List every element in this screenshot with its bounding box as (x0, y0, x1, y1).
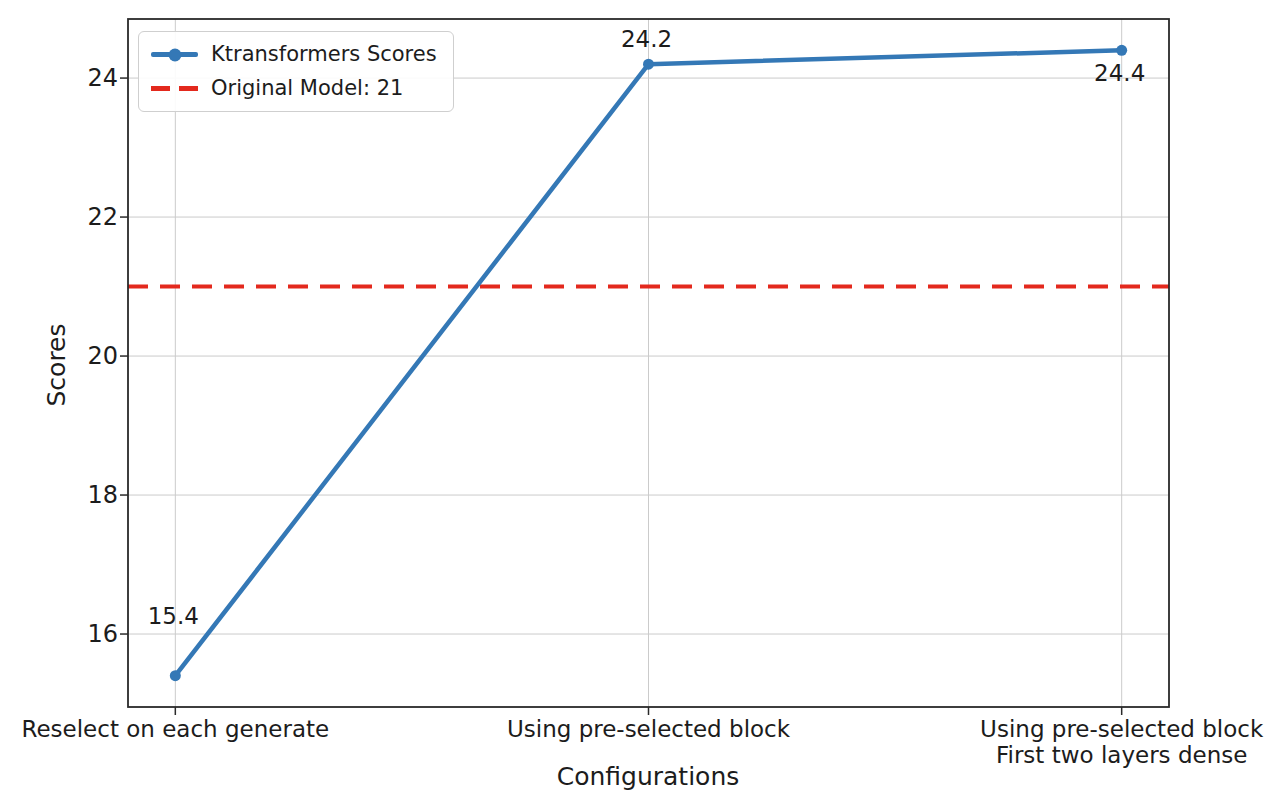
y-tick-label: 16 (0, 620, 118, 648)
chart-canvas (0, 0, 1280, 803)
legend-item-ktransformers-scores: Ktransformers Scores (151, 42, 437, 67)
legend: Ktransformers Scores Original Model: 21 (138, 31, 454, 112)
chart-figure: Ktransformers Scores Original Model: 21 … (0, 0, 1280, 803)
data-point-marker (643, 59, 654, 70)
x-tick-label: Using pre-selected block (399, 716, 899, 742)
y-tick-label: 18 (0, 481, 118, 509)
y-tick-label: 20 (0, 342, 118, 370)
legend-item-original-model: Original Model: 21 (151, 76, 437, 101)
x-axis-label: Configurations (448, 761, 848, 793)
y-tick-label: 24 (0, 64, 118, 92)
x-tick-label: Reselect on each generate (0, 716, 425, 742)
data-point-marker (1116, 45, 1127, 56)
solid-line-marker-sample-icon (151, 52, 198, 57)
y-tick-label: 22 (0, 203, 118, 231)
data-label: 24.2 (587, 24, 707, 54)
data-label: 24.4 (1060, 58, 1180, 88)
data-point-marker (170, 670, 181, 681)
legend-label: Ktransformers Scores (211, 42, 437, 67)
x-tick-label: Using pre-selected blockFirst two layers… (872, 716, 1280, 768)
circle-marker-icon (168, 48, 181, 61)
legend-label: Original Model: 21 (211, 76, 403, 101)
data-label: 15.4 (113, 601, 233, 631)
dashed-line-sample-icon (151, 86, 198, 91)
